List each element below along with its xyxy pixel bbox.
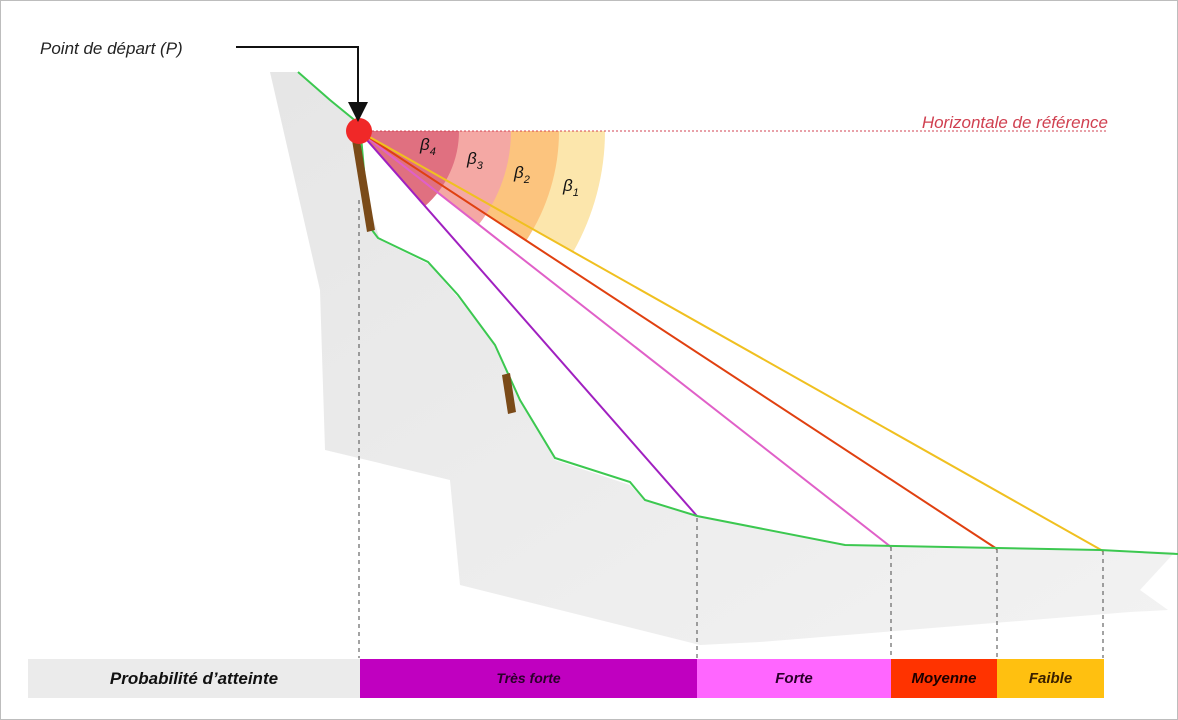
- ray-weak: [358, 130, 1104, 552]
- legend-segment-2: [697, 659, 891, 698]
- ray-medium: [358, 130, 998, 550]
- angle-label-beta-4: β4: [419, 135, 436, 158]
- angle-label-beta-1: β1: [562, 176, 579, 199]
- projection-lines: [358, 200, 1104, 658]
- angle-label-beta-2: β2: [513, 163, 530, 186]
- legend-title-cell: [28, 659, 360, 698]
- legend-segment-4: [997, 659, 1104, 698]
- start-point-label: Point de départ (P): [40, 39, 183, 58]
- angle-sectors: β4 β3 β2 β1: [359, 131, 605, 252]
- legend-segment-3: [891, 659, 997, 698]
- ray-strong: [358, 130, 892, 548]
- start-point-arrow: [236, 46, 368, 122]
- legend-segment-label-4: Faible: [1029, 670, 1072, 687]
- trajectory-rays: [358, 130, 1104, 552]
- start-point-marker: [346, 118, 372, 144]
- rock-block-top: [352, 140, 375, 232]
- legend-segment-label-3: Moyenne: [911, 670, 976, 687]
- legend-segment-label-1: Très forte: [496, 670, 561, 686]
- legend-segment-label-2: Forte: [775, 670, 813, 687]
- reference-label: Horizontale de référence: [922, 113, 1108, 132]
- angle-label-beta-3: β3: [466, 149, 484, 172]
- slope-terrain: [270, 72, 1175, 645]
- legend-segment-1: [360, 659, 697, 698]
- rock-block-middle: [502, 373, 516, 414]
- ray-very-strong: [358, 130, 698, 517]
- legend-title: Probabilité d’atteinte: [110, 669, 278, 688]
- legend-segments: Très forte Forte Moyenne Faible: [360, 659, 1104, 698]
